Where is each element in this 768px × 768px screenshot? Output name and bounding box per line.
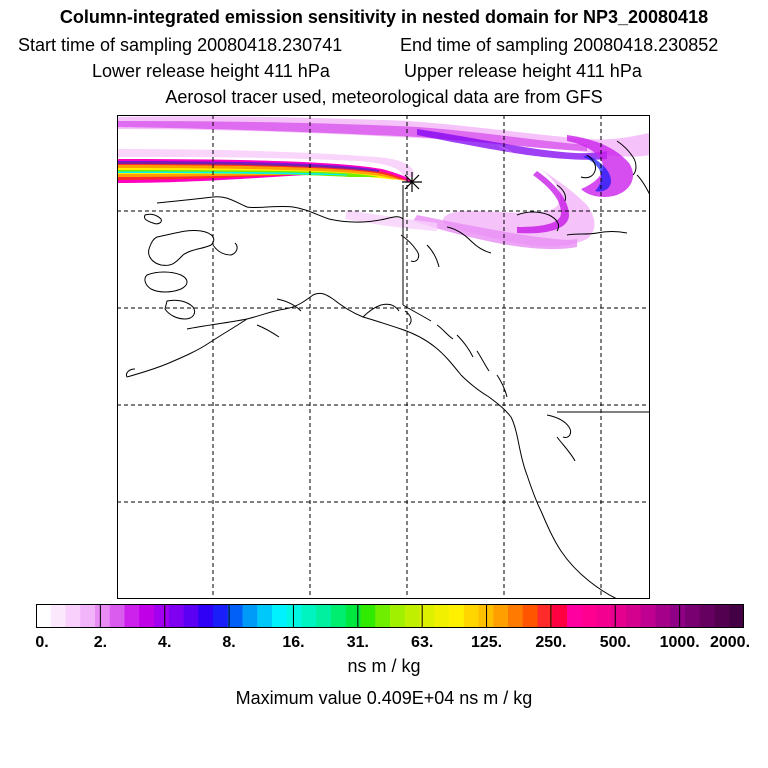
start-time-label: Start time of sampling 20080418.230741 [18,35,343,55]
sensitivity-map [117,115,650,599]
colorbar-cell [198,604,214,628]
colorbar-cell [685,604,701,628]
gridlines [117,115,650,599]
colorbar-tick-label: 63. [411,634,434,651]
colorbar-tick-label: 250. [535,634,567,651]
colorbar-cell [434,604,450,628]
colorbar-cell [611,604,627,628]
colorbar-cell [183,604,199,628]
colorbar-cell [109,604,125,628]
colorbar-cell [670,604,686,628]
colorbar-cell [50,604,66,628]
colorbar-cell [581,604,597,628]
colorbar-cell [154,604,170,628]
colorbar-tick-label: 0. [35,634,49,651]
map-frame [117,115,650,599]
coastlines [126,140,650,599]
colorbar-cell [626,604,642,628]
tracer-info-label: Aerosol tracer used, meteorological data… [165,87,603,107]
colorbar-tick-label: 500. [599,634,631,651]
colorbar-cell [124,604,140,628]
colorbar-tick-label: 16. [282,634,305,651]
colorbar-cell [390,604,406,628]
colorbar-cell [95,604,111,628]
colorbar-cell [316,604,332,628]
colorbar-cell [227,604,243,628]
colorbar-cell [655,604,671,628]
colorbar-cell [729,604,744,628]
colorbar-tick-label: 31. [346,634,369,651]
colorbar-cell [404,604,420,628]
colorbar-cell [272,604,288,628]
colorbar-tick-label: 1000. [659,634,700,651]
colorbar-cell [699,604,715,628]
colorbar-tick-label: 8. [222,634,236,651]
colorbar-cell [36,604,52,628]
political-borders [402,185,650,413]
colorbar-cell [596,604,612,628]
colorbar-cell [301,604,317,628]
colorbar-cell [493,604,509,628]
colorbar-cell [65,604,81,628]
colorbar-cell [213,604,229,628]
trajectory-plume [117,159,413,183]
colorbar-cell [242,604,258,628]
colorbar-cell [552,604,568,628]
colorbar-cell [139,604,155,628]
colorbar-tick-label: 2000. [709,634,751,651]
chart-title: Column-integrated emission sensitivity i… [59,7,709,27]
colorbar-cell [419,604,435,628]
colorbar-cell [286,604,302,628]
lower-release-height-label: Lower release height 411 hPa [92,61,330,81]
colorbar-tick-label: 2. [93,634,108,651]
colorbar-cell [168,604,184,628]
colorbar-cell [537,604,553,628]
colorbar-cell [375,604,391,628]
colorbar-cell [331,604,347,628]
colorbar-cell [522,604,538,628]
colorbar-tick-label: 4. [158,634,172,651]
colorbar-cell [345,604,361,628]
colorbar-cell [80,604,96,628]
colorbar-tick-label: 125. [470,634,503,651]
colorbar-units: ns m / kg [347,656,421,676]
upper-release-height-label: Upper release height 411 hPa [404,61,642,81]
colorbar-cell [714,604,730,628]
colorbar-cell [640,604,656,628]
sensitivity-cloud [117,116,650,250]
colorbar-cell [508,604,524,628]
colorbar-cell [463,604,479,628]
end-time-label: End time of sampling 20080418.230852 [400,35,719,55]
maximum-value-label: Maximum value 0.409E+04 ns m / kg [235,688,533,708]
colorbar [36,604,744,628]
colorbar-cell [449,604,465,628]
colorbar-cell [257,604,273,628]
release-location-marker [402,172,422,192]
colorbar-cell [360,604,376,628]
colorbar-cell [567,604,583,628]
